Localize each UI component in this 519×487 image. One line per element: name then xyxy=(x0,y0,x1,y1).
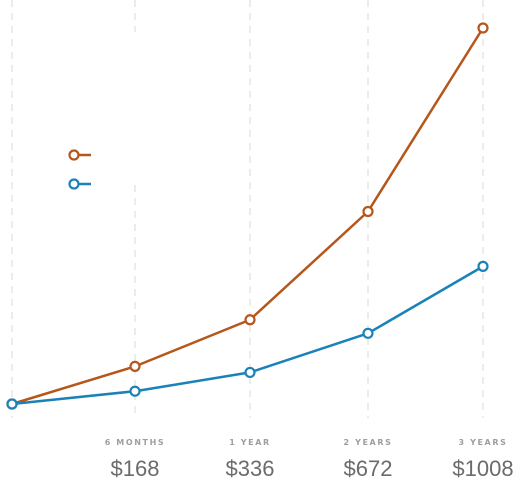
data-point xyxy=(362,327,374,339)
legend xyxy=(68,149,91,190)
legend-marker xyxy=(68,178,80,190)
tick-label-period: 1 YEAR xyxy=(229,438,271,447)
data-point xyxy=(477,260,489,272)
tick-label-period: 2 YEARS xyxy=(344,438,393,447)
tick-label-cost: $168 xyxy=(111,456,160,481)
series-layer xyxy=(6,22,489,410)
data-point xyxy=(129,385,141,397)
data-point xyxy=(362,205,374,218)
tick-label-period: 6 MONTHS xyxy=(105,438,166,447)
legend-marker xyxy=(68,149,80,161)
tick-label-cost: $672 xyxy=(344,456,393,481)
data-point xyxy=(244,366,256,379)
tick-label-period: 3 YEARS xyxy=(459,438,508,447)
data-point xyxy=(477,22,489,34)
tick-label-cost: $336 xyxy=(226,456,275,481)
data-point xyxy=(129,360,141,372)
series-line xyxy=(11,27,485,406)
x-axis-ticks: 6 MONTHS $168 1 YEAR $336 2 YEARS $672 3… xyxy=(105,438,514,481)
data-point xyxy=(244,314,256,326)
gridlines xyxy=(11,0,484,418)
tick-label-cost: $1008 xyxy=(452,456,513,481)
data-point xyxy=(6,398,18,410)
